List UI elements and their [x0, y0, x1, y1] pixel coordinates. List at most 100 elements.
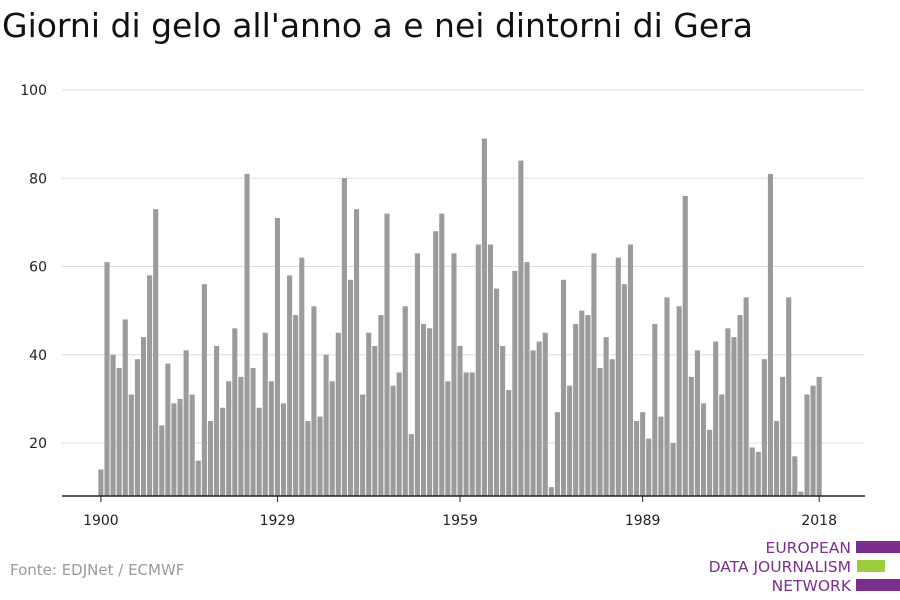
bar-1968 [512, 270, 518, 496]
bar-1954 [427, 328, 433, 496]
bar-1963 [481, 138, 487, 497]
bar-1957 [445, 381, 451, 496]
bar-2013 [786, 297, 792, 496]
bar-1969 [518, 160, 524, 497]
bar-2010 [767, 173, 774, 496]
bar-1928 [268, 381, 274, 496]
x-tick-label: 1900 [83, 513, 119, 529]
bar-1940 [341, 178, 347, 496]
bar-1950 [402, 306, 408, 496]
bar-1948 [390, 385, 396, 496]
bar-2004 [731, 337, 737, 496]
bar-1988 [634, 420, 640, 496]
bar-1979 [579, 310, 585, 496]
bar-1978 [573, 323, 579, 496]
bar-2011 [774, 420, 780, 496]
bar-1973 [542, 332, 548, 496]
bar-1949 [396, 372, 402, 496]
logo-line-european: EUROPEAN [765, 539, 851, 557]
bar-1977 [567, 385, 573, 496]
bar-1941 [347, 279, 354, 496]
bar-1987 [627, 244, 634, 496]
bar-1990 [646, 438, 652, 496]
bar-2014 [792, 456, 798, 496]
bar-1909 [153, 209, 159, 496]
bar-1936 [317, 416, 323, 496]
bar-1966 [500, 345, 506, 496]
bar-1924 [244, 173, 250, 496]
bar-2003 [725, 328, 731, 496]
bar-1975 [554, 412, 560, 496]
bar-1997 [688, 376, 694, 496]
bar-1962 [475, 244, 481, 496]
bar-1904 [122, 319, 128, 496]
bar-1998 [694, 350, 700, 496]
y-tick-label: 100 [20, 83, 47, 99]
bar-1953 [420, 323, 427, 496]
x-tick-label: 1959 [442, 513, 478, 529]
bar-1974 [548, 487, 554, 496]
bar-2005 [737, 315, 743, 496]
bar-1931 [287, 275, 293, 496]
logo-bar-purple-top [856, 541, 900, 553]
logo-bar-purple-bottom [856, 579, 900, 591]
bar-1976 [560, 279, 567, 496]
logo-line-network: NETWORK [771, 577, 851, 595]
y-tick-label: 20 [29, 436, 47, 452]
bar-1911 [165, 363, 171, 496]
bar-1981 [591, 253, 597, 496]
bar-1985 [615, 257, 621, 496]
y-tick-label: 40 [29, 348, 47, 364]
bar-1901 [104, 262, 110, 496]
y-tick-label: 60 [29, 260, 47, 276]
bar-1914 [183, 350, 189, 496]
logo-bar-green [857, 560, 885, 572]
bar-2006 [743, 297, 749, 496]
bar-1944 [366, 332, 372, 496]
bar-1991 [652, 323, 658, 496]
bar-1951 [408, 434, 414, 496]
bar-1956 [439, 213, 445, 496]
x-tick-label: 1929 [260, 513, 296, 529]
bar-1917 [201, 284, 207, 496]
bar-1903 [116, 368, 122, 496]
bar-2007 [749, 447, 755, 496]
bar-1920 [220, 407, 226, 496]
gridlines [62, 89, 865, 444]
bar-2001 [713, 341, 719, 496]
x-tick-label: 1989 [625, 513, 661, 529]
bar-1970 [524, 262, 530, 496]
bar-1925 [250, 368, 256, 496]
bar-2016 [804, 394, 810, 496]
bar-1993 [664, 297, 670, 496]
bar-1913 [177, 398, 183, 496]
bar-2017 [810, 385, 816, 496]
bar-1938 [329, 381, 335, 496]
bar-1908 [147, 275, 153, 496]
bar-2015 [798, 491, 804, 496]
edjnet-logo: EUROPEAN DATA JOURNALISM NETWORK [670, 538, 900, 598]
bar-1900 [98, 469, 104, 496]
bar-1916 [195, 460, 201, 496]
bar-1937 [323, 354, 329, 496]
bar-2018 [816, 376, 822, 496]
bar-1927 [262, 332, 268, 496]
bar-2002 [719, 394, 725, 496]
bar-1984 [609, 359, 615, 496]
bar-1971 [530, 350, 536, 496]
bar-1980 [585, 315, 591, 496]
x-tick-label: 2018 [801, 513, 837, 529]
bar-1919 [214, 345, 220, 496]
bar-1926 [256, 407, 262, 496]
bars [98, 138, 822, 497]
bar-1994 [670, 443, 676, 496]
bar-1930 [280, 403, 287, 496]
bar-1929 [274, 217, 280, 497]
chart-title: Giorni di gelo all'anno a e nei dintorni… [2, 6, 753, 45]
bar-1921 [226, 381, 232, 496]
bar-1946 [378, 315, 384, 496]
bar-1965 [494, 288, 500, 496]
frost-days-chart: 20 40 60 80 100 1900 1929 1959 1989 2018 [20, 83, 865, 529]
bar-2012 [780, 376, 786, 496]
bar-1958 [451, 253, 457, 496]
